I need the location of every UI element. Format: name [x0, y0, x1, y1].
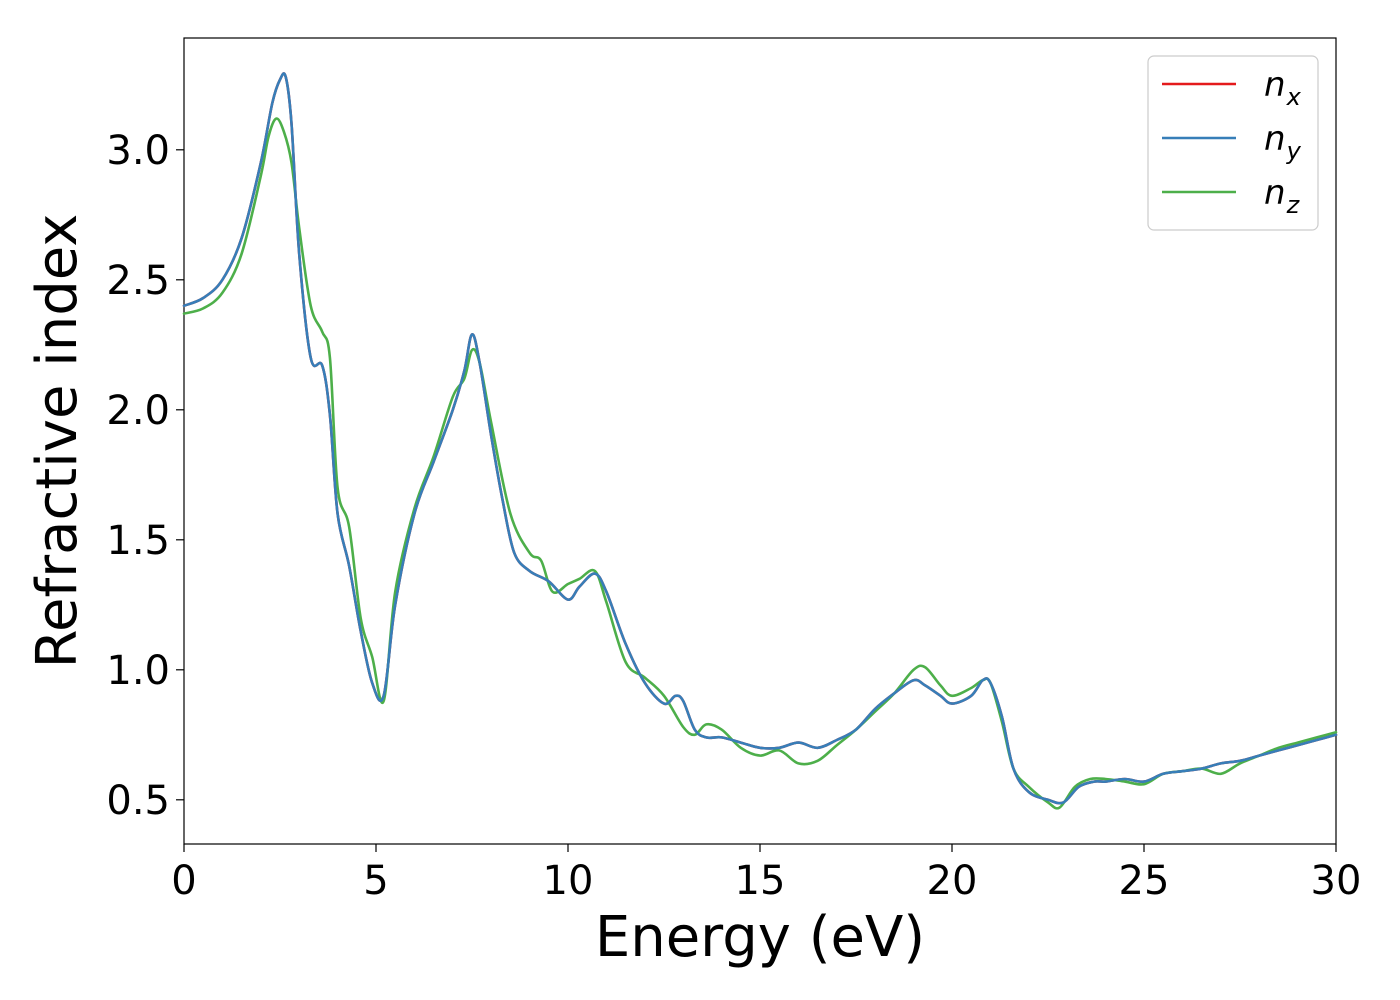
y-tick-label: 2.0 — [106, 388, 170, 434]
x-axis-label: Energy (eV) — [595, 905, 925, 970]
series-layer — [182, 72, 1338, 810]
legend: nx ny nz — [1147, 55, 1319, 231]
legend-label-n-y: ny — [1264, 119, 1302, 165]
x-tick-label: 20 — [927, 858, 978, 904]
y-axis-label: Refractive index — [25, 214, 90, 669]
x-tick-label: 15 — [735, 858, 786, 904]
y-tick-label: 1.0 — [106, 648, 170, 694]
y-tick-label: 1.5 — [106, 518, 170, 564]
y-tick-label: 0.5 — [106, 778, 170, 824]
x-axis-ticks: 0 5 10 15 20 25 30 — [171, 844, 1361, 904]
x-tick-label: 30 — [1311, 858, 1362, 904]
x-tick-label: 25 — [1119, 858, 1170, 904]
y-tick-label: 2.5 — [106, 258, 170, 304]
x-tick-label: 5 — [363, 858, 388, 904]
legend-box — [1147, 55, 1319, 231]
series-line-n-y — [182, 72, 1338, 805]
y-axis-ticks: 0.5 1.0 1.5 2.0 2.5 3.0 — [106, 128, 184, 824]
series-line-n-z — [182, 117, 1338, 810]
legend-label-n-z: nz — [1264, 173, 1301, 219]
y-tick-label: 3.0 — [106, 128, 170, 174]
x-tick-label: 0 — [171, 858, 196, 904]
x-tick-label: 10 — [543, 858, 594, 904]
legend-label-n-x: nx — [1264, 65, 1302, 111]
